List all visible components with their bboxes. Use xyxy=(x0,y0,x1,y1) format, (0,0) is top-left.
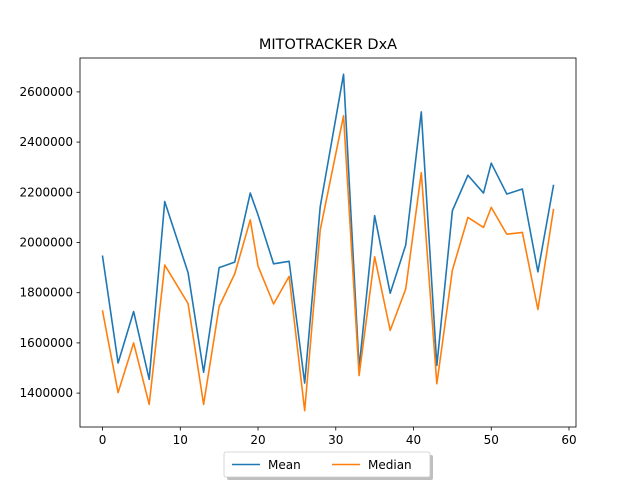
y-tick-label: 1800000 xyxy=(20,286,73,300)
plot-frame xyxy=(79,57,577,428)
series-line-mean xyxy=(101,73,555,384)
y-tick-label: 2200000 xyxy=(20,185,73,199)
x-axis-ticks: 0 10 20 30 40 50 60 xyxy=(99,427,577,447)
x-tick-label: 0 xyxy=(99,433,107,447)
x-tick-label: 30 xyxy=(328,433,343,447)
legend-box xyxy=(223,451,431,478)
y-tick-label: 2400000 xyxy=(20,135,73,149)
x-tick-label: 20 xyxy=(250,433,265,447)
legend: Mean Median xyxy=(223,451,433,480)
x-tick-label: 40 xyxy=(406,433,421,447)
axes xyxy=(79,57,577,428)
y-tick-label: 1600000 xyxy=(20,336,73,350)
y-tick-label: 1400000 xyxy=(20,386,73,400)
chart-title: MITOTRACKER DxA xyxy=(259,37,397,53)
legend-label-mean: Mean xyxy=(268,458,301,472)
x-tick-label: 10 xyxy=(173,433,188,447)
y-tick-label: 2000000 xyxy=(20,236,73,250)
y-axis-ticks: 1400000 1600000 1800000 2000000 2200000 24000… xyxy=(20,85,80,400)
y-tick-label: 2600000 xyxy=(20,85,73,99)
x-tick-label: 50 xyxy=(484,433,499,447)
series-line-median xyxy=(101,114,555,412)
legend-label-median: Median xyxy=(368,458,412,472)
x-tick-label: 60 xyxy=(561,433,576,447)
series-lines xyxy=(101,73,555,412)
